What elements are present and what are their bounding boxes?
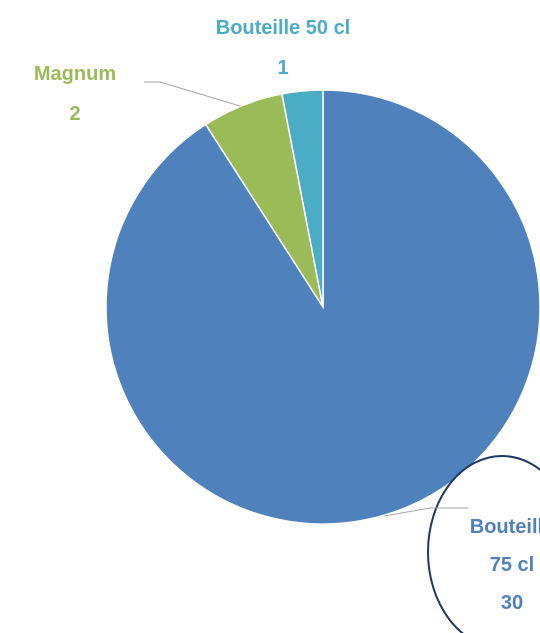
value-label: 2 (69, 103, 81, 125)
category-label: Magnum (33, 63, 117, 85)
pie-slice (281, 89, 324, 308)
leader-line (383, 507, 468, 517)
leader-line (144, 81, 241, 107)
highlight-circle (427, 455, 540, 633)
category-label: Bouteille 50 cl (215, 17, 351, 39)
value-label: 1 (277, 57, 289, 79)
category-label: Bouteille 75 cl (469, 516, 540, 576)
value-label: 30 (500, 592, 524, 614)
